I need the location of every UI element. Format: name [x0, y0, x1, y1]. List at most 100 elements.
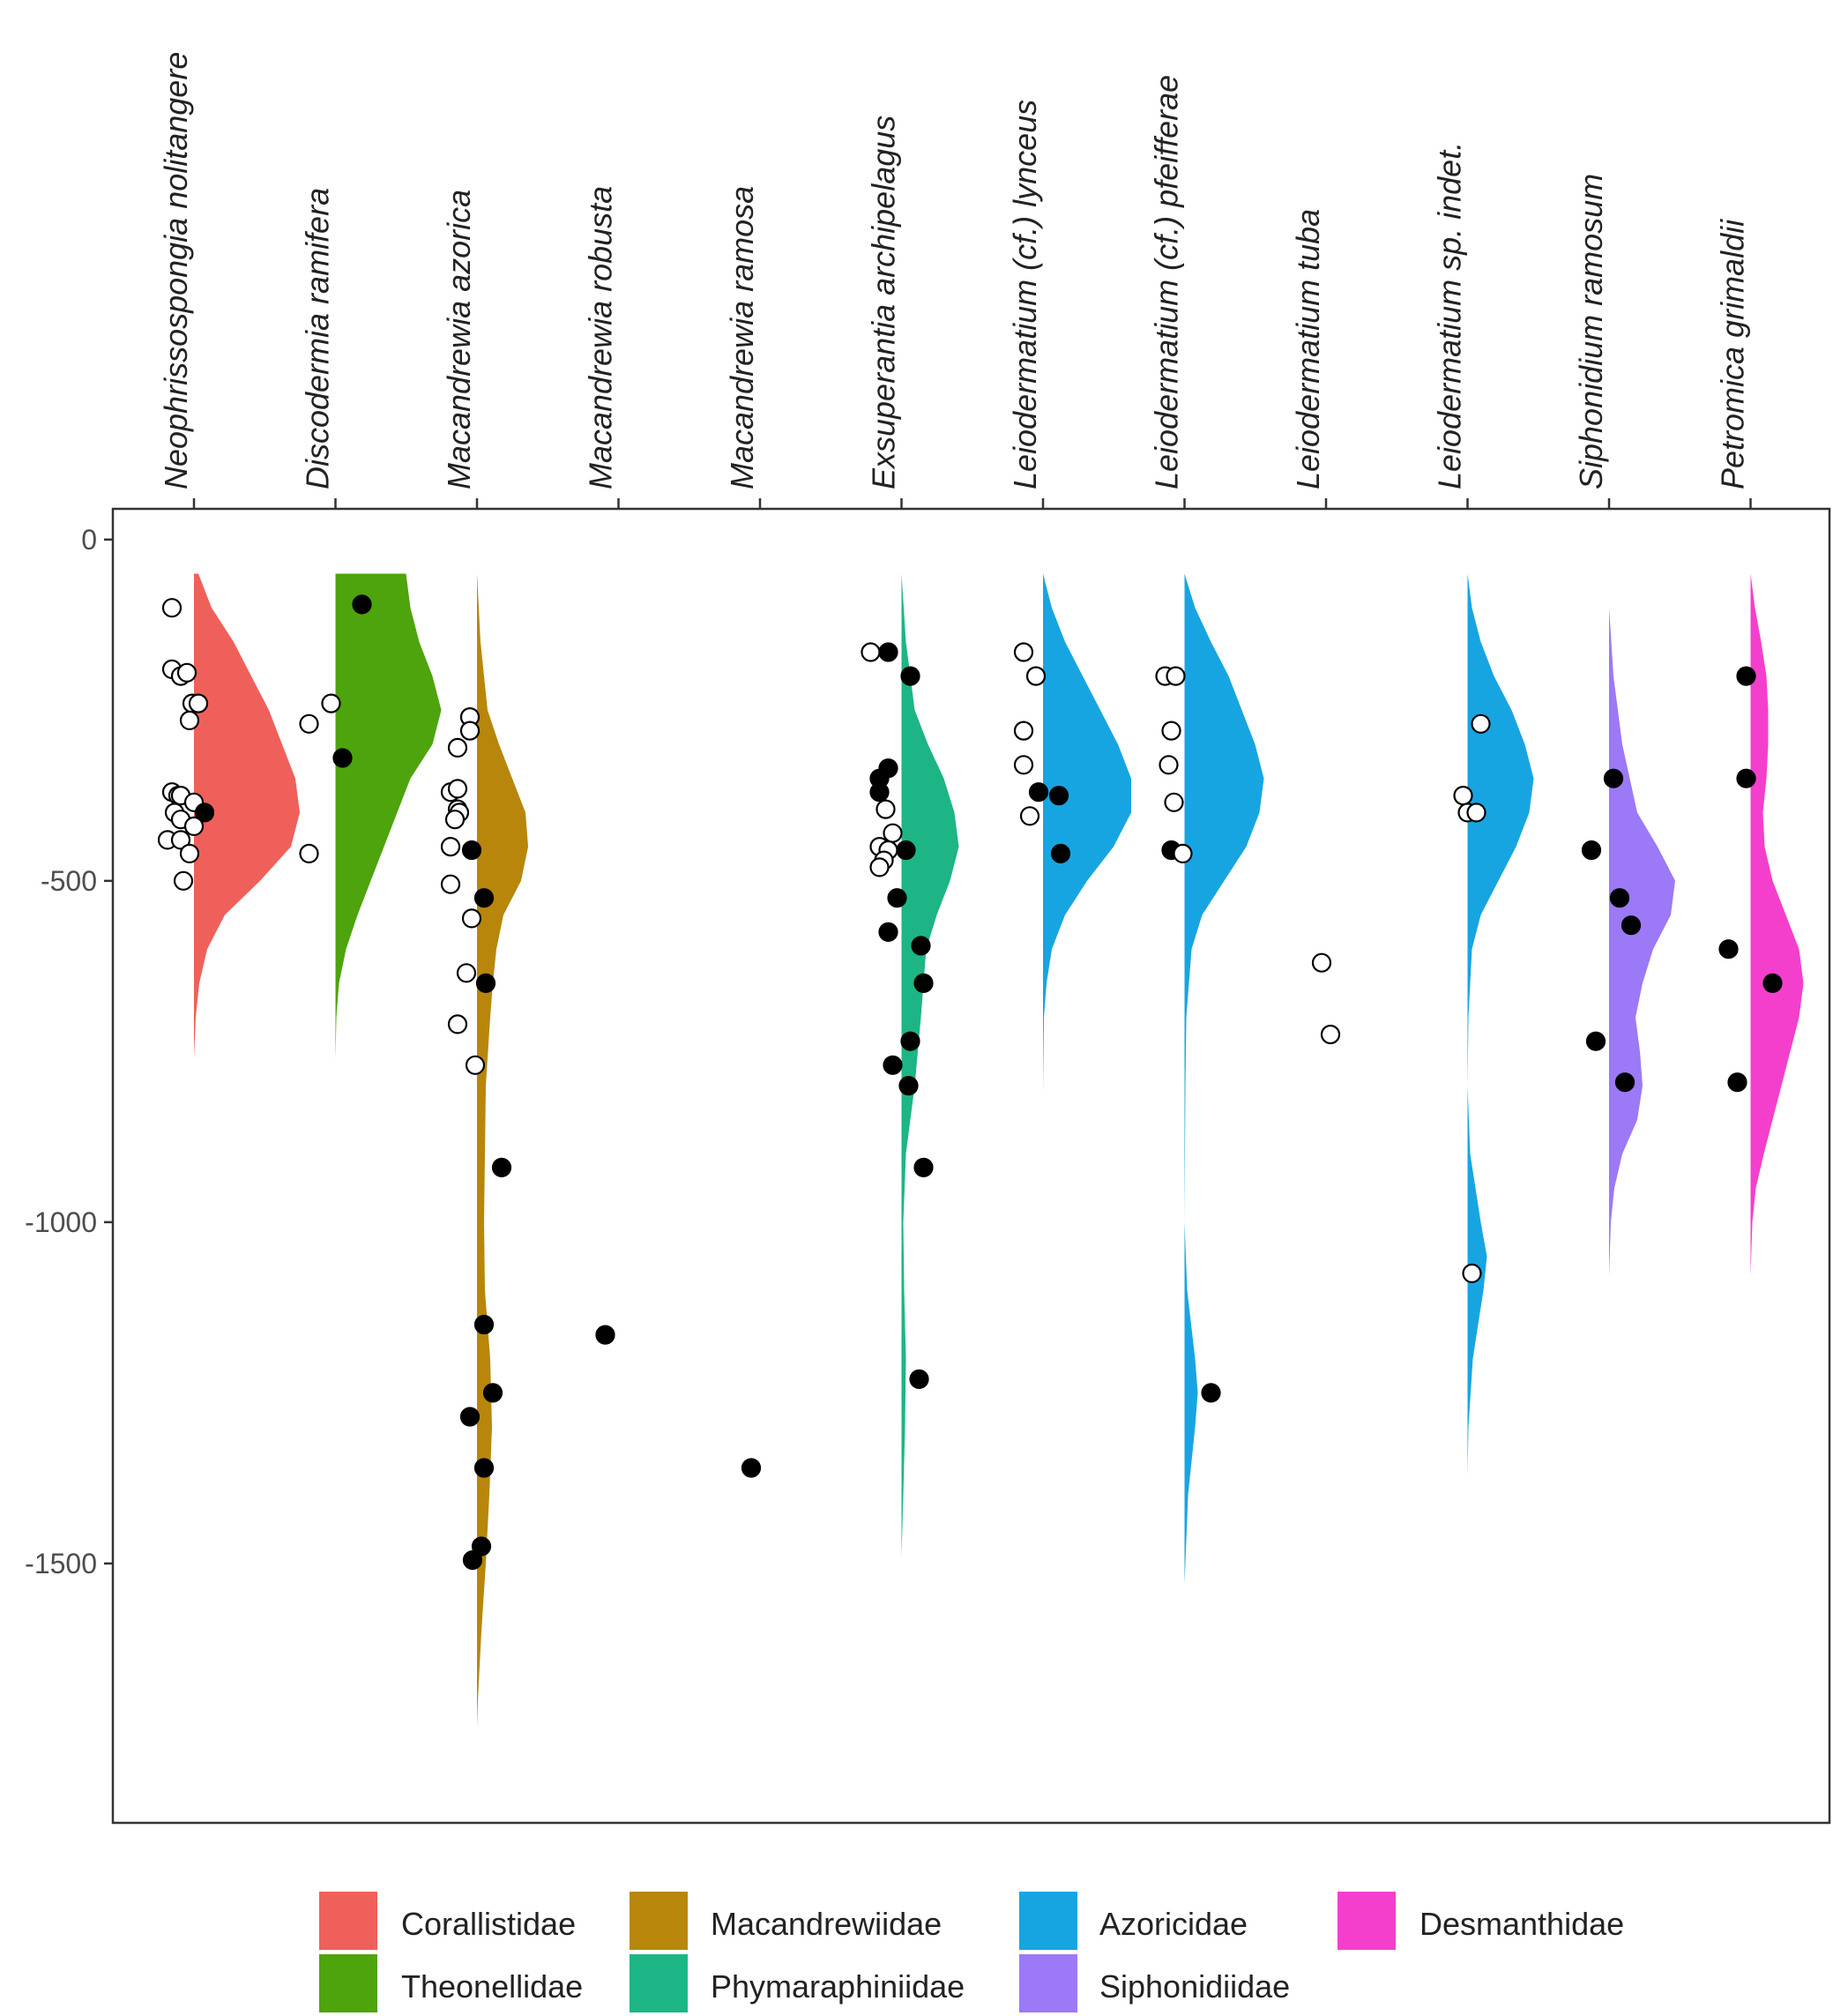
data-point-filled [1621, 915, 1642, 936]
violin-layer [194, 573, 1804, 1728]
violin-neophrissospongia-nolitangere [194, 573, 300, 1059]
legend-label: Macandrewiidae [711, 1906, 942, 1942]
data-point-open [1173, 843, 1193, 864]
data-point-filled [1050, 843, 1071, 864]
data-point-open [861, 642, 881, 662]
violin-leiodermatium-cf-pfeifferae [1184, 573, 1264, 1585]
data-point-filled [1609, 888, 1630, 908]
data-point-open [447, 779, 468, 799]
data-point-filled [595, 1325, 615, 1345]
violin-leiodermatium-cf-lynceus [1043, 573, 1131, 1093]
data-point-open [440, 874, 461, 894]
data-point-open [459, 721, 481, 741]
legend-label: Phymaraphiniidae [711, 1968, 965, 2005]
plot-panel-border [111, 507, 1831, 1825]
data-point-open [465, 1055, 486, 1075]
data-point-filled [1736, 666, 1756, 686]
data-point-open [176, 662, 197, 683]
data-point-filled [883, 1055, 903, 1075]
violin-petromica-grimaldii [1750, 573, 1804, 1277]
legend-label: Siphonidiidae [1099, 1968, 1290, 2005]
data-point-open [1166, 666, 1186, 686]
category-label: Macandrewia ramosa [724, 186, 760, 489]
data-point-filled [741, 1458, 762, 1478]
y-tick-label: -1000 [25, 1206, 97, 1238]
data-point-filled [1614, 1072, 1636, 1093]
data-point-open [444, 810, 466, 830]
category-label: Petromica grimaldii [1715, 219, 1751, 489]
data-point-open [1013, 755, 1034, 775]
violin-exsuperantia-archipelagus [901, 573, 959, 1557]
legend: Corallistidae Theonellidae Macandrewiida… [319, 1892, 1624, 2012]
data-point-open [1466, 803, 1487, 823]
data-point-open [173, 870, 194, 891]
category-label: Discodermia ramifera [300, 188, 336, 489]
legend-label: Azoricidae [1099, 1906, 1248, 1942]
data-point-filled [1581, 840, 1602, 861]
y-axis: 0 -500 -1000 -1500 [25, 524, 113, 1579]
data-point-filled [482, 1383, 503, 1403]
data-point-filled [352, 594, 372, 615]
data-point-filled [473, 888, 495, 908]
data-point-filled [491, 1157, 512, 1178]
data-point-filled [1603, 768, 1624, 788]
data-point-open [1025, 666, 1047, 686]
data-point-open [1453, 785, 1473, 806]
data-point-filled [1718, 939, 1739, 959]
legend-swatch [1019, 1892, 1077, 1950]
data-point-filled [473, 1458, 495, 1478]
data-point-filled [913, 1157, 934, 1178]
data-point-open [1311, 952, 1332, 973]
data-point-open [440, 836, 461, 857]
x-axis-top: Neophrissospongia nolitangere Discodermia… [158, 52, 1752, 509]
data-point-open [461, 908, 482, 929]
data-point-filled [475, 973, 496, 994]
category-label: Leiodermatium (cf.) pfeifferae [1149, 75, 1185, 489]
data-point-open [179, 710, 200, 731]
data-point-filled [1736, 768, 1756, 788]
data-point-open [161, 598, 183, 618]
legend-swatch [319, 1892, 377, 1950]
data-point-filled [878, 642, 898, 662]
data-point-open [299, 843, 319, 864]
data-point-open [170, 830, 191, 850]
data-point-open [447, 1014, 468, 1034]
data-point-filled [461, 840, 482, 861]
category-label: Macandrewia azorica [441, 190, 477, 489]
data-point-filled [1727, 1072, 1747, 1093]
data-point-filled [1048, 785, 1069, 806]
legend-swatch [1019, 1954, 1077, 2012]
data-point-open [1471, 713, 1491, 734]
y-tick-label: -500 [41, 865, 97, 897]
data-point-filled [1028, 782, 1049, 803]
category-label: Leiodermatium sp. indet. [1432, 142, 1468, 489]
data-point-open [1013, 721, 1034, 741]
data-point-open [456, 963, 477, 983]
data-point-open [1019, 806, 1040, 826]
legend-swatch [1337, 1892, 1396, 1950]
data-point-filled [898, 1075, 919, 1096]
violin-siphonidium-ramosum [1609, 608, 1675, 1277]
data-point-open [883, 823, 903, 843]
data-point-filled [471, 1536, 492, 1557]
data-point-open [1161, 721, 1181, 741]
data-point-filled [332, 748, 353, 768]
category-label: Leiodermatium tuba [1290, 209, 1326, 489]
data-point-open [179, 843, 200, 864]
data-point-filled [896, 840, 916, 861]
violin-discodermia-ramifera [335, 573, 442, 1059]
data-point-open [321, 693, 341, 713]
data-point-filled [900, 1031, 920, 1051]
legend-swatch [319, 1954, 377, 2012]
data-point-filled [473, 1314, 495, 1335]
violin-macandrewia-azorica [477, 573, 528, 1728]
legend-swatch [630, 1954, 688, 2012]
category-label: Exsuperantia archipelagus [866, 116, 902, 489]
data-point-filled [462, 1549, 483, 1571]
data-point-open [1462, 1263, 1482, 1284]
legend-swatch [630, 1892, 688, 1950]
data-point-open [1159, 755, 1179, 775]
category-label: Macandrewia robusta [583, 186, 619, 489]
category-label: Siphonidium ramosum [1573, 174, 1609, 489]
data-point-open [1013, 642, 1034, 662]
